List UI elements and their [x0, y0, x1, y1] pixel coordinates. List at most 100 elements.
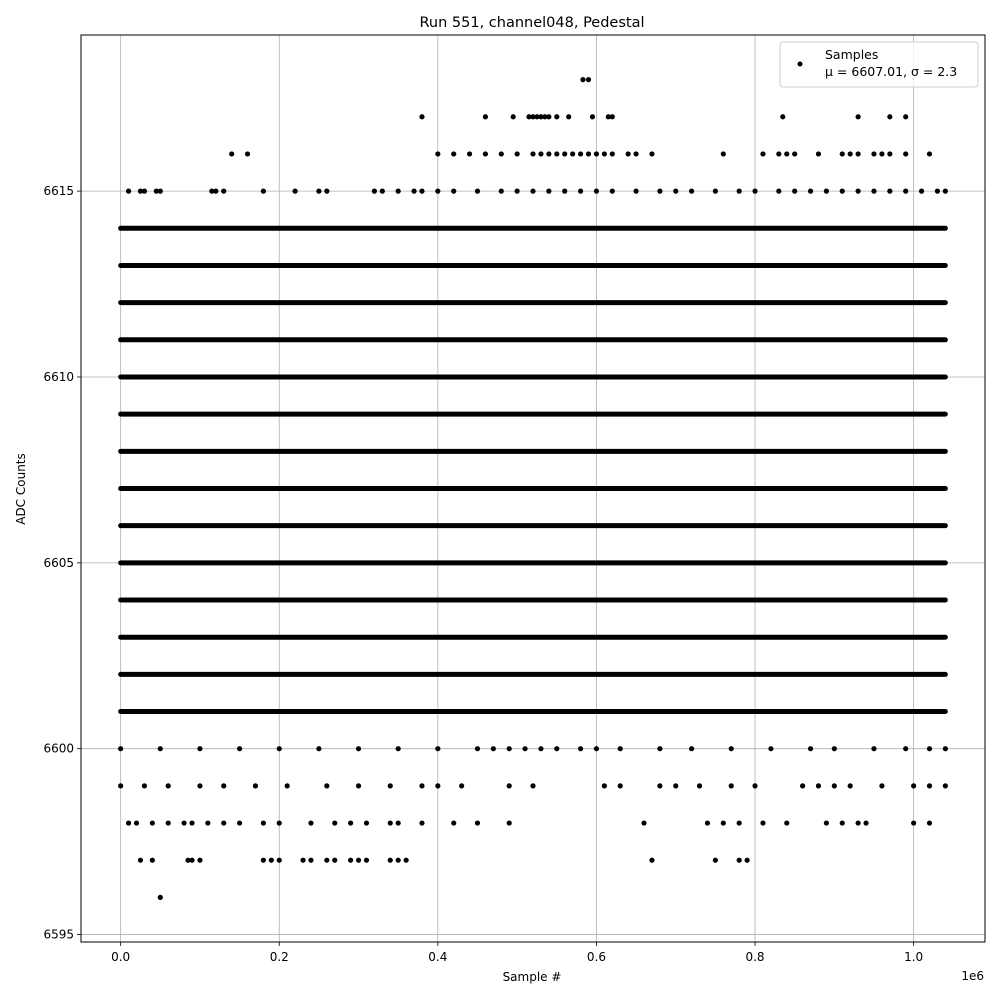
data-point [403, 857, 409, 863]
data-point [137, 857, 144, 863]
data-point [165, 820, 171, 826]
data-point [744, 857, 750, 863]
data-point [554, 151, 560, 157]
data-point [435, 188, 441, 194]
data-point [657, 746, 663, 752]
data-point [451, 151, 457, 157]
legend-entry-name: Samples [825, 47, 878, 62]
data-point [696, 783, 703, 789]
data-point [593, 746, 600, 752]
data-point [506, 820, 512, 826]
legend-marker [797, 61, 803, 67]
data-point [181, 820, 187, 826]
data-point [649, 857, 655, 863]
data-point [197, 857, 203, 863]
data-point [855, 151, 861, 157]
data-point [157, 746, 163, 752]
data-point [887, 114, 893, 120]
data-point [355, 857, 362, 863]
data-point [554, 114, 560, 120]
data-point [911, 820, 917, 826]
data-point [736, 820, 742, 826]
data-point [657, 783, 663, 789]
data-point [526, 114, 532, 120]
data-point [784, 151, 790, 157]
data-point [704, 820, 711, 826]
data-point [490, 746, 496, 752]
data-point [887, 188, 893, 194]
data-point [863, 820, 869, 826]
data-point [197, 746, 203, 752]
data-point [800, 783, 806, 789]
data-point [395, 857, 401, 863]
data-point [205, 820, 211, 826]
data-point [792, 188, 798, 194]
data-point [395, 820, 401, 826]
legend-box [779, 41, 979, 88]
data-point [871, 746, 877, 752]
data-point [221, 783, 227, 789]
data-point [514, 188, 520, 194]
data-point [918, 188, 925, 194]
data-point [482, 114, 489, 120]
y-tick-label: 6615 [43, 184, 74, 198]
data-point [348, 820, 354, 826]
data-point [292, 188, 298, 194]
data-point [728, 783, 734, 789]
data-point [419, 114, 425, 120]
data-point [903, 114, 909, 120]
y-axis-label: ADC Counts [14, 453, 28, 525]
data-point [316, 188, 322, 194]
data-point [474, 820, 481, 826]
data-point [268, 857, 274, 863]
data-point [348, 857, 354, 863]
data-point [213, 188, 219, 194]
data-point [807, 746, 814, 752]
data-points [118, 77, 948, 900]
data-point [585, 77, 592, 83]
data-point [482, 151, 489, 157]
data-point [601, 783, 607, 789]
chart-title: Run 551, channel048, Pedestal [419, 15, 644, 31]
data-point [530, 151, 536, 157]
data-point [792, 151, 798, 157]
data-point [157, 188, 163, 194]
data-point [236, 820, 243, 826]
data-point [133, 820, 140, 826]
data-point [566, 114, 572, 120]
data-point [308, 820, 314, 826]
data-point [926, 746, 933, 752]
data-point [260, 188, 266, 194]
data-point [514, 151, 520, 157]
data-point [688, 188, 695, 194]
data-point [474, 188, 481, 194]
data-point [355, 746, 362, 752]
data-point [585, 151, 592, 157]
data-point [926, 820, 933, 826]
data-point [221, 188, 227, 194]
data-point [435, 783, 441, 789]
data-point [118, 746, 124, 752]
data-point [609, 151, 615, 157]
data-point [593, 188, 600, 194]
data-point [125, 820, 132, 826]
plot-frame [80, 34, 986, 943]
x-tick-label: 0.8 [745, 950, 764, 964]
data-point [363, 820, 370, 826]
y-tick-label: 6600 [43, 742, 74, 756]
data-point [419, 820, 425, 826]
data-point [823, 820, 830, 826]
data-point [371, 188, 378, 194]
data-point [839, 188, 845, 194]
legend-entry-stats: μ = 6607.01, σ = 2.3 [825, 64, 957, 79]
data-point [780, 114, 786, 120]
data-point [760, 151, 766, 157]
data-point [736, 188, 742, 194]
legend: Samples μ = 6607.01, σ = 2.3 [779, 41, 979, 88]
x-tick-label: 0.2 [270, 950, 289, 964]
data-point [189, 820, 195, 826]
data-point [911, 783, 917, 789]
y-tick-label: 6605 [43, 556, 74, 570]
data-point [577, 188, 584, 194]
